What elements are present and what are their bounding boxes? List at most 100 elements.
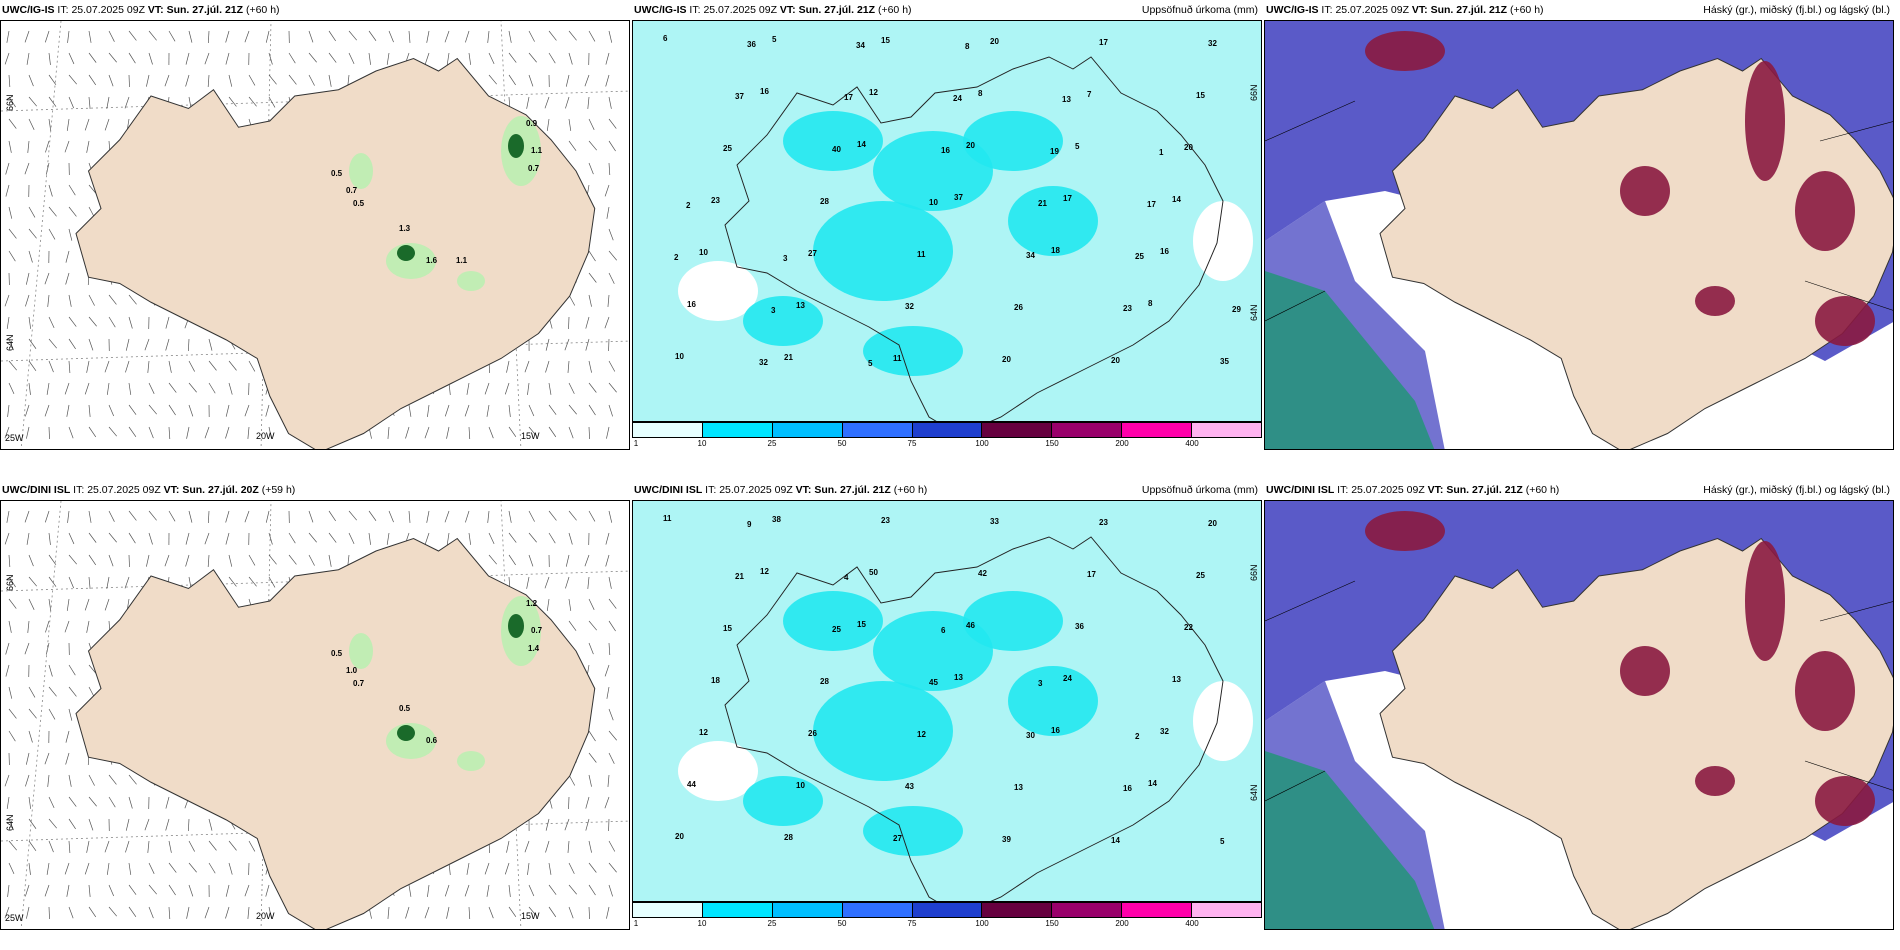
axis-label: 20W [256, 911, 275, 921]
panel-wind-bottom: UWC/DINI ISL IT: 25.07.2025 09Z VT: Sun.… [0, 480, 630, 930]
high-cloud-sea [1265, 271, 1435, 449]
precip-value: 6 [941, 626, 946, 635]
colorbar-tick: 50 [837, 439, 847, 448]
precip-value: 15 [857, 620, 866, 629]
colorbar-tick: 25 [767, 439, 777, 448]
precip-value: 18 [1051, 246, 1060, 255]
axis-labels: 66N 64N [1249, 564, 1259, 801]
precip-value: 8 [1148, 299, 1153, 308]
precip-value: 1.0 [346, 666, 358, 675]
precip-value: 17 [1087, 570, 1096, 579]
map-area: 11 12 15 13 16 14 20 38 50 46 24 32 44 28 23 42 36 13 12 10… [632, 500, 1262, 902]
precip-value: 16 [1160, 247, 1169, 256]
precip-value: 7 [1087, 90, 1092, 99]
colorbar-cell [633, 423, 703, 437]
precip-value: 0.5 [353, 199, 365, 208]
precip-value: 5 [772, 35, 777, 44]
precip-value: 0.6 [426, 736, 438, 745]
precip-value: 22 [1184, 623, 1193, 632]
precip-value: 1.2 [526, 599, 538, 608]
panel-title: Uppsöfnuð úrkoma (mm) [1141, 4, 1258, 16]
precip-value: 10 [699, 248, 708, 257]
precip-value: 5 [1075, 142, 1080, 151]
colorbar-cell [702, 903, 773, 917]
panel-header: UWC/DINI ISL IT: 25.07.2025 09Z VT: Sun.… [1264, 480, 1894, 500]
precip-value: 40 [832, 145, 841, 154]
precip-value: 3 [1038, 679, 1043, 688]
precip-value: 27 [808, 249, 817, 258]
axis-labels: 66N 64N 25W 20W 15W [5, 94, 540, 443]
colorbar-cell [842, 903, 913, 917]
precip-value: 16 [941, 146, 950, 155]
axis-label: 15W [521, 431, 540, 441]
axis-label: 20W [256, 431, 275, 441]
panel-title: Uppsöfnuð úrkoma (mm) [1141, 484, 1258, 496]
precip-value: 50 [869, 568, 878, 577]
precip-value: 21 [1038, 199, 1047, 208]
precip-value: 12 [869, 88, 878, 97]
precip-value: 6 [663, 34, 668, 43]
precip-value: 11 [917, 250, 926, 259]
precip-value: 5 [868, 359, 873, 368]
cloud-map-svg [1265, 21, 1893, 449]
precip-value: 3 [771, 306, 776, 315]
precip-value: 37 [954, 193, 963, 202]
precip-value: 32 [1208, 39, 1217, 48]
precip-value: 35 [1220, 357, 1229, 366]
precip-value: 14 [1172, 195, 1181, 204]
axis-label: 64N [5, 814, 15, 831]
iceland-outline [724, 56, 1224, 421]
map-area [1264, 500, 1894, 930]
precip-value: 20 [1111, 356, 1120, 365]
precip-value: 1.4 [528, 644, 540, 653]
precip-value: 11 [893, 354, 902, 363]
precip-value: 0.5 [331, 169, 343, 178]
colorbar-cell [1122, 423, 1193, 437]
panel-header: UWC/IG-IS IT: 25.07.2025 09Z VT: Sun. 27… [1264, 0, 1894, 20]
precip-value: 20 [1184, 143, 1193, 152]
precip-value: 26 [1014, 303, 1023, 312]
precip-value: 29 [1232, 305, 1241, 314]
colorbar-cell [912, 903, 983, 917]
precip-value: 25 [723, 144, 732, 153]
precip-areas [349, 596, 541, 771]
precip-value: 15 [881, 36, 890, 45]
precip-value: 0.7 [528, 164, 540, 173]
panel-header: UWC/IG-IS IT: 25.07.2025 09Z VT: Sun. 27… [632, 0, 1262, 20]
precip-value: 21 [784, 353, 793, 362]
axis-label: 25W [5, 913, 24, 923]
precip-value: 45 [929, 678, 938, 687]
map-area: 0.9 1.1 0.7 0.5 0.7 0.5 1.3 1.6 1.1 66N 64N 25W 20W 1… [0, 20, 630, 450]
colorbar-tick: 100 [975, 919, 989, 928]
precip-values: 0.91.10.70.50.70.51.31.6 1.1 [331, 119, 543, 265]
precip-values: 1.20.71.40.51.00.70.50.6 [331, 599, 543, 745]
precip-value: 12 [699, 728, 708, 737]
precip-value: 23 [711, 196, 720, 205]
colorbar-cell [1052, 423, 1123, 437]
precip-value: 16 [687, 300, 696, 309]
precip-colorbar: 1 10 25 50 75 100 150 200 400 [632, 902, 1262, 930]
map-area: 6 16 14 37 18 8 10 5 12 20 17 16 16 21 15 8 5 14 10 13 11 20 7… [632, 20, 1262, 422]
precip-areas [349, 116, 541, 291]
precip-value: 0.7 [353, 679, 365, 688]
colorbar-tick: 50 [837, 919, 847, 928]
colorbar-tick: 75 [907, 439, 917, 448]
high-cloud [1365, 511, 1875, 826]
precip-map-svg: 6161437188105122017161621158514101311207… [633, 21, 1261, 421]
precip-value: 44 [687, 780, 696, 789]
colorbar-cell [842, 423, 913, 437]
precip-value: 12 [760, 567, 769, 576]
precip-value: 14 [1111, 836, 1120, 845]
precip-value: 1.1 [531, 146, 543, 155]
precip-value: 15 [1196, 91, 1205, 100]
precip-value: 2 [1135, 732, 1140, 741]
axis-label: 64N [5, 334, 15, 351]
precip-value: 18 [711, 676, 720, 685]
precip-value: 23 [1123, 304, 1132, 313]
precip-value: 27 [893, 834, 902, 843]
precip-value: 25 [1196, 571, 1205, 580]
precip-colorbar: 1 10 25 50 75 100 150 200 400 [632, 422, 1262, 450]
panel-precip-bottom: UWC/DINI ISL IT: 25.07.2025 09Z VT: Sun.… [632, 480, 1262, 930]
precip-value: 46 [966, 621, 975, 630]
precip-values: 6161437188105122017161621158514101311207… [663, 34, 1241, 368]
